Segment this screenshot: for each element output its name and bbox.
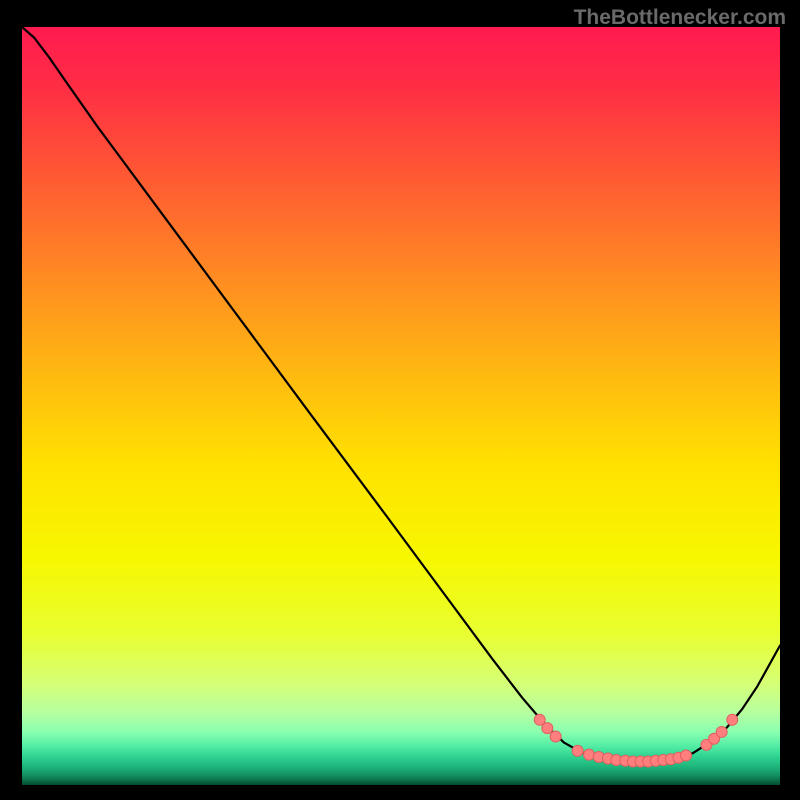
data-marker bbox=[583, 749, 594, 760]
data-marker bbox=[727, 714, 738, 725]
data-marker bbox=[550, 731, 561, 742]
data-marker bbox=[716, 726, 727, 737]
chart-svg bbox=[22, 27, 780, 785]
data-marker bbox=[542, 723, 553, 734]
watermark-label: TheBottlenecker.com bbox=[574, 6, 786, 30]
data-marker bbox=[681, 750, 692, 761]
data-marker bbox=[572, 745, 583, 756]
gradient-background bbox=[22, 27, 780, 785]
chart-plot-area bbox=[22, 27, 780, 785]
chart-frame bbox=[0, 0, 800, 800]
